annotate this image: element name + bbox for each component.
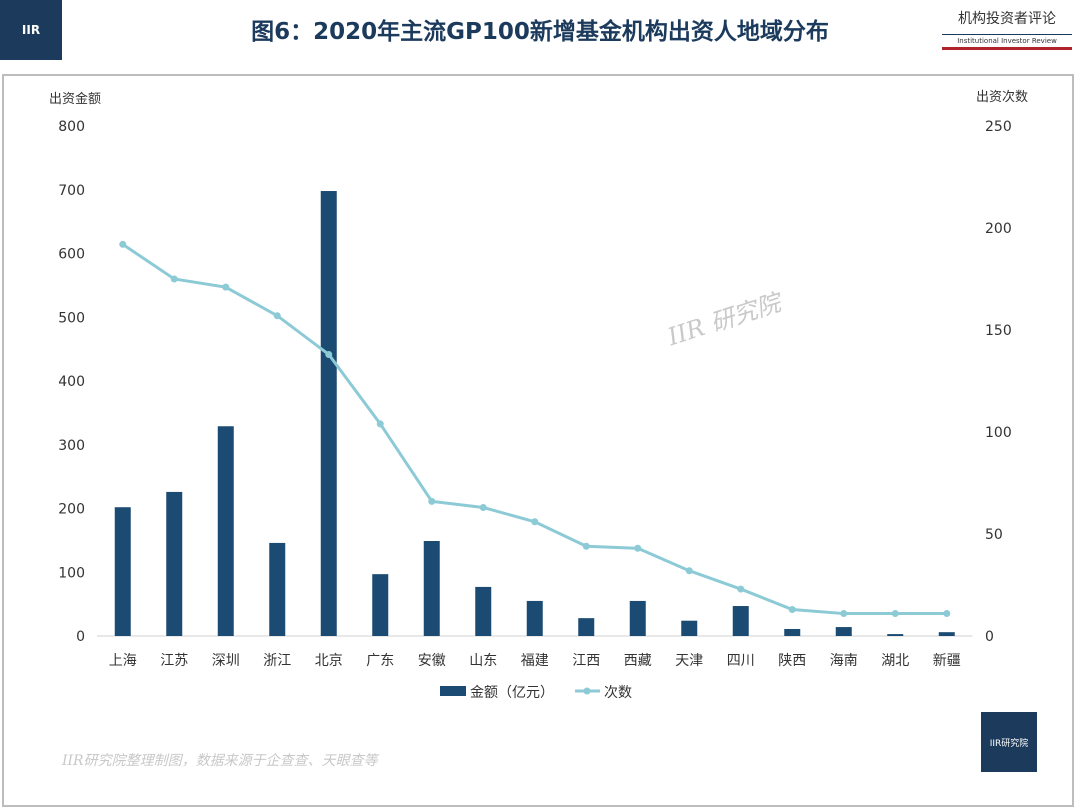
line-point xyxy=(170,275,178,283)
x-tick-label: 北京 xyxy=(315,653,343,669)
line-point xyxy=(428,497,436,505)
y-tick-label: 200 xyxy=(58,502,85,518)
legend-line-label: 次数 xyxy=(604,685,632,701)
bar xyxy=(166,491,183,636)
bar xyxy=(784,628,801,636)
y-tick-label: 600 xyxy=(58,247,85,263)
bar xyxy=(732,606,749,636)
y2-tick-label: 100 xyxy=(985,425,1012,441)
bar xyxy=(269,542,286,636)
bar xyxy=(887,634,904,636)
bar xyxy=(475,586,492,636)
line-point xyxy=(222,283,230,291)
source-note: IIR研究院整理制图，数据来源于企查查、天眼查等 xyxy=(62,753,378,769)
line-point xyxy=(840,610,848,618)
x-tick-label: 江苏 xyxy=(160,653,188,669)
bar xyxy=(423,541,440,636)
line-point xyxy=(531,518,539,526)
bar xyxy=(835,627,852,636)
line-series xyxy=(121,243,947,616)
y-tick-label: 800 xyxy=(58,119,85,135)
x-tick-label: 海南 xyxy=(830,653,858,669)
x-tick-label: 深圳 xyxy=(212,653,240,669)
y-tick-label: 500 xyxy=(58,310,85,326)
x-tick-label: 山东 xyxy=(469,653,497,669)
bar xyxy=(320,191,337,636)
bar xyxy=(938,632,955,636)
legend-bar-label: 金额（亿元） xyxy=(470,685,554,701)
line-point xyxy=(788,605,796,613)
chart-frame xyxy=(2,74,1074,807)
line-point xyxy=(376,420,384,428)
x-tick-label: 新疆 xyxy=(933,653,961,669)
bar xyxy=(526,600,543,636)
line-point xyxy=(737,585,745,593)
bar xyxy=(114,507,131,636)
y2-tick-label: 200 xyxy=(985,221,1012,237)
y2-tick-label: 50 xyxy=(985,527,1003,543)
iir-logo: IIR xyxy=(0,0,62,60)
y-tick-label: 100 xyxy=(58,565,85,581)
line-point xyxy=(634,544,642,552)
bar xyxy=(578,618,595,636)
x-tick-label: 西藏 xyxy=(624,653,652,669)
y2-tick-label: 250 xyxy=(985,119,1012,135)
x-tick-label: 江西 xyxy=(572,653,600,669)
brand-en: Institutional Investor Review xyxy=(942,34,1072,50)
x-tick-label: 福建 xyxy=(521,653,549,669)
line-point xyxy=(119,240,127,248)
bar xyxy=(681,620,698,636)
x-tick-label: 广东 xyxy=(366,653,394,669)
x-tick-label: 安徽 xyxy=(418,653,446,669)
x-tick-label: 四川 xyxy=(727,653,755,669)
line-point xyxy=(943,610,951,618)
bar xyxy=(217,426,234,636)
y-tick-label: 0 xyxy=(76,629,85,645)
line-point xyxy=(325,350,333,358)
line-point xyxy=(891,610,899,618)
y2-axis-label: 出资次数 xyxy=(976,89,1028,105)
line-point xyxy=(479,503,487,511)
y-axis-label: 出资金额 xyxy=(49,91,101,107)
legend-bar-swatch xyxy=(440,686,466,696)
line-point xyxy=(582,542,590,550)
bar xyxy=(372,574,389,636)
brand-logo: 机构投资者评论 Institutional Investor Review xyxy=(942,8,1072,50)
y-tick-label: 400 xyxy=(58,374,85,390)
iir-logo-bottom: IIR研究院 xyxy=(981,712,1037,772)
page-title: 图6：2020年主流GP100新增基金机构出资人地域分布 xyxy=(251,19,829,45)
bar xyxy=(629,600,646,636)
x-tick-label: 上海 xyxy=(109,653,137,669)
line-point xyxy=(685,567,693,575)
brand-cn: 机构投资者评论 xyxy=(958,11,1056,27)
x-tick-label: 陕西 xyxy=(778,653,806,669)
y-tick-label: 700 xyxy=(58,183,85,199)
x-tick-label: 天津 xyxy=(675,653,703,669)
x-tick-label: 湖北 xyxy=(881,653,909,669)
y-tick-label: 300 xyxy=(58,438,85,454)
y2-tick-label: 0 xyxy=(985,629,994,645)
x-tick-label: 浙江 xyxy=(263,653,291,669)
y2-tick-label: 150 xyxy=(985,323,1012,339)
line-point xyxy=(273,312,281,320)
legend-line-marker xyxy=(583,687,591,695)
